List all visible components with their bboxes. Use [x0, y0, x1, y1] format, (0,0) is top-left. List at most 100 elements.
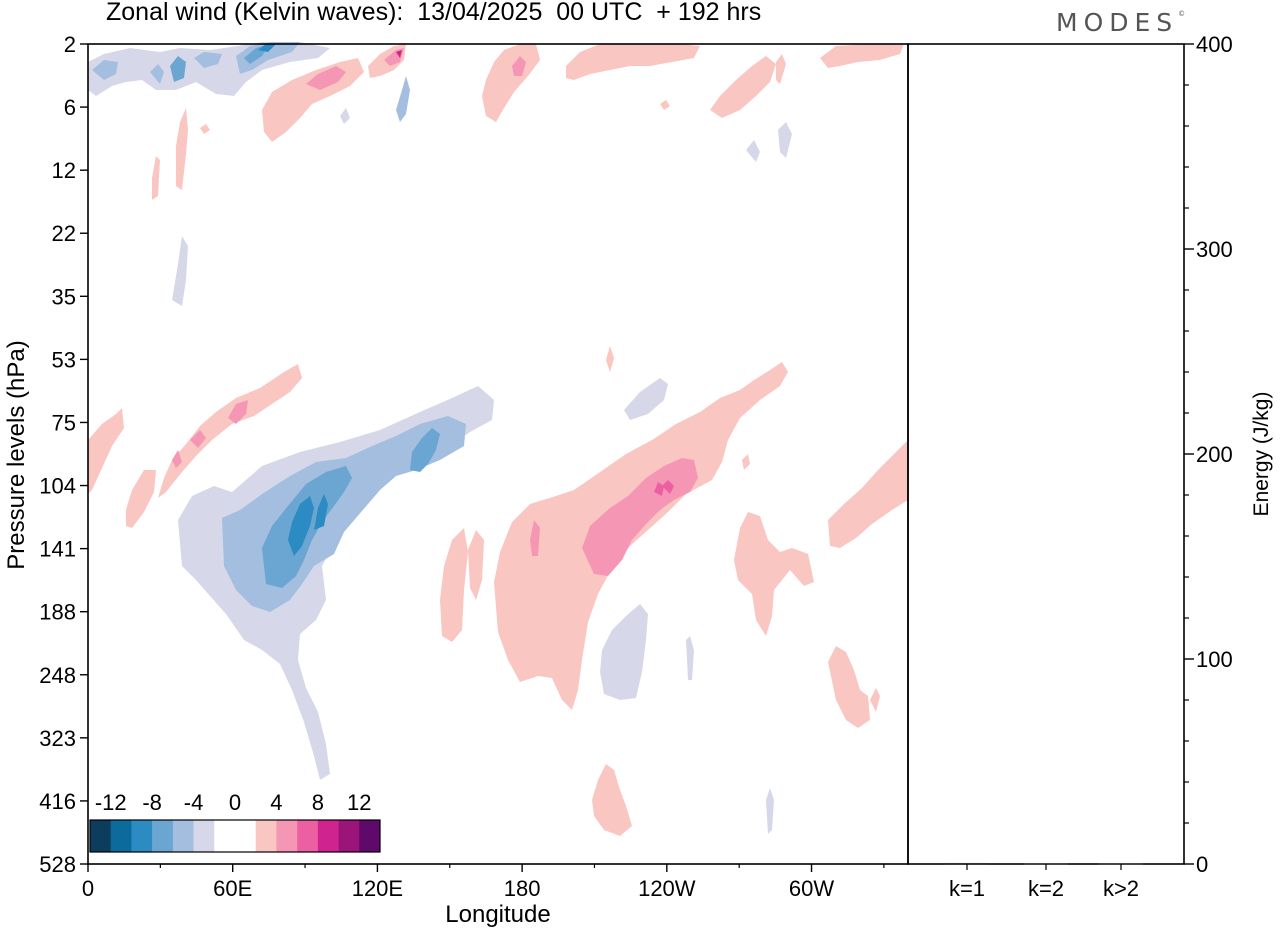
colorbar-swatch	[90, 820, 112, 852]
x-axis-label: Longitude	[445, 901, 550, 928]
positive-upper-c	[482, 44, 540, 122]
negative-band-lvl3b	[410, 428, 440, 472]
energy-bar	[945, 862, 989, 865]
positive-anomaly-contours	[88, 44, 908, 836]
colorbar-swatch	[214, 820, 236, 852]
negative-upper-lvl2c	[194, 52, 222, 68]
colorbar-label: 8	[312, 790, 324, 815]
energy-category-label: k=2	[1028, 876, 1064, 901]
positive-far-left	[88, 408, 124, 494]
energy-tick-label: 0	[1196, 852, 1208, 877]
positive-upper-e	[710, 56, 776, 118]
colorbar-frame	[89, 819, 381, 853]
colorbar-swatch	[110, 820, 132, 852]
y-tick-label: 22	[52, 221, 76, 246]
positive-side-blob2	[468, 530, 484, 600]
colorbar-label: -12	[95, 790, 127, 815]
x-tick-label: 60W	[789, 876, 834, 901]
positive-right-a	[734, 512, 814, 636]
positive-band-lvl3	[654, 482, 664, 496]
energy-bar	[1024, 863, 1068, 865]
x-axis-ticks: 0 60E 120E 180 120W 60W	[82, 864, 885, 901]
positive-right-d	[870, 688, 880, 712]
negative-upper-lvl2	[92, 60, 118, 80]
negative-lower-blob	[600, 604, 648, 700]
negative-strip-b	[686, 636, 694, 680]
y-tick-label: 53	[52, 347, 76, 372]
positive-upper-k	[660, 100, 670, 110]
y-tick-label: 12	[52, 158, 76, 183]
negative-band-lvl4b	[314, 494, 328, 530]
negative-band-lvl1	[178, 386, 494, 780]
positive-upper-i	[152, 156, 160, 200]
positive-left-lvl2	[228, 400, 248, 424]
negative-upper-lvl3	[170, 56, 186, 82]
negative-band-lvl4	[288, 496, 314, 556]
y-tick-label: 248	[39, 663, 76, 688]
positive-band-lvl1	[494, 362, 788, 710]
negative-anomaly-contours	[88, 42, 792, 834]
y-tick-label: 6	[64, 95, 76, 120]
y-tick-label: 2	[64, 32, 76, 57]
y-tick-label: 416	[39, 789, 76, 814]
positive-upper-l	[606, 346, 614, 372]
colorbar-swatch	[255, 820, 277, 852]
colorbar-swatch	[276, 820, 298, 852]
y-tick-label: 35	[52, 284, 76, 309]
energy-axis-ticks: 0 100 200 300 400	[1184, 32, 1233, 877]
negative-mid-blob	[624, 378, 668, 420]
positive-upper-d	[566, 44, 700, 80]
negative-strip-c	[766, 788, 774, 834]
energy-tick-label: 300	[1196, 237, 1233, 262]
positive-band-lvl3b	[662, 480, 674, 494]
colorbar-label: 4	[270, 790, 282, 815]
energy-bars: k=1 k=2 k>2	[945, 862, 1143, 901]
positive-lower-blob	[592, 764, 632, 836]
colorbar-swatch	[338, 820, 360, 852]
x-tick-label: 0	[82, 876, 94, 901]
energy-bar	[1099, 863, 1143, 865]
positive-upper-j	[200, 124, 210, 134]
energy-tick-label: 100	[1196, 647, 1233, 672]
negative-strip-e	[778, 122, 792, 158]
positive-left-lvl2b	[190, 430, 206, 448]
negative-upper-lvl2b	[150, 64, 164, 84]
brand-name: MODES	[1056, 8, 1179, 37]
y-axis-ticks: 2 6 12 22 35 53 75 104 141 188 248 323 416 528	[39, 32, 88, 877]
energy-panel-frame	[907, 43, 1185, 865]
y-tick-label: 528	[39, 852, 76, 877]
colorbar-swatch	[317, 820, 339, 852]
y-tick-label: 75	[52, 410, 76, 435]
colorbar-label: -4	[184, 790, 204, 815]
x-tick-label: 60E	[213, 876, 252, 901]
colorbar-label: 12	[347, 790, 371, 815]
y-tick-label: 141	[39, 537, 76, 562]
positive-upper-c2	[512, 56, 526, 76]
positive-left-band	[158, 364, 302, 498]
colorbar-swatch	[193, 820, 215, 852]
y-tick-label: 104	[39, 474, 76, 499]
colorbar-swatch	[131, 820, 153, 852]
energy-tick-label: 200	[1196, 442, 1233, 467]
x-tick-label: 120W	[638, 876, 696, 901]
energy-tick-label: 400	[1196, 32, 1233, 57]
negative-upper-strip	[396, 76, 410, 122]
positive-side-lvl2	[530, 520, 540, 556]
x-tick-label: 180	[504, 876, 541, 901]
colorbar-swatch	[172, 820, 194, 852]
positive-side-blob	[440, 528, 468, 642]
positive-upper-m	[742, 454, 750, 470]
negative-upper-lvl4	[258, 44, 276, 52]
positive-right-c	[828, 646, 870, 728]
energy-axis-label: Energy (J/kg)	[1250, 392, 1273, 517]
positive-left-lvl2c	[172, 450, 182, 468]
positive-upper-f	[776, 54, 786, 84]
negative-upper-lvl2d	[236, 42, 300, 74]
energy-category-label: k=1	[949, 876, 985, 901]
positive-right-b	[828, 440, 908, 548]
map-panel-frame	[87, 43, 909, 865]
colorbar-legend: -12 -8 -4 0 4 8 12	[89, 790, 381, 853]
colorbar-label: 0	[229, 790, 241, 815]
positive-upper-a2	[306, 66, 346, 90]
